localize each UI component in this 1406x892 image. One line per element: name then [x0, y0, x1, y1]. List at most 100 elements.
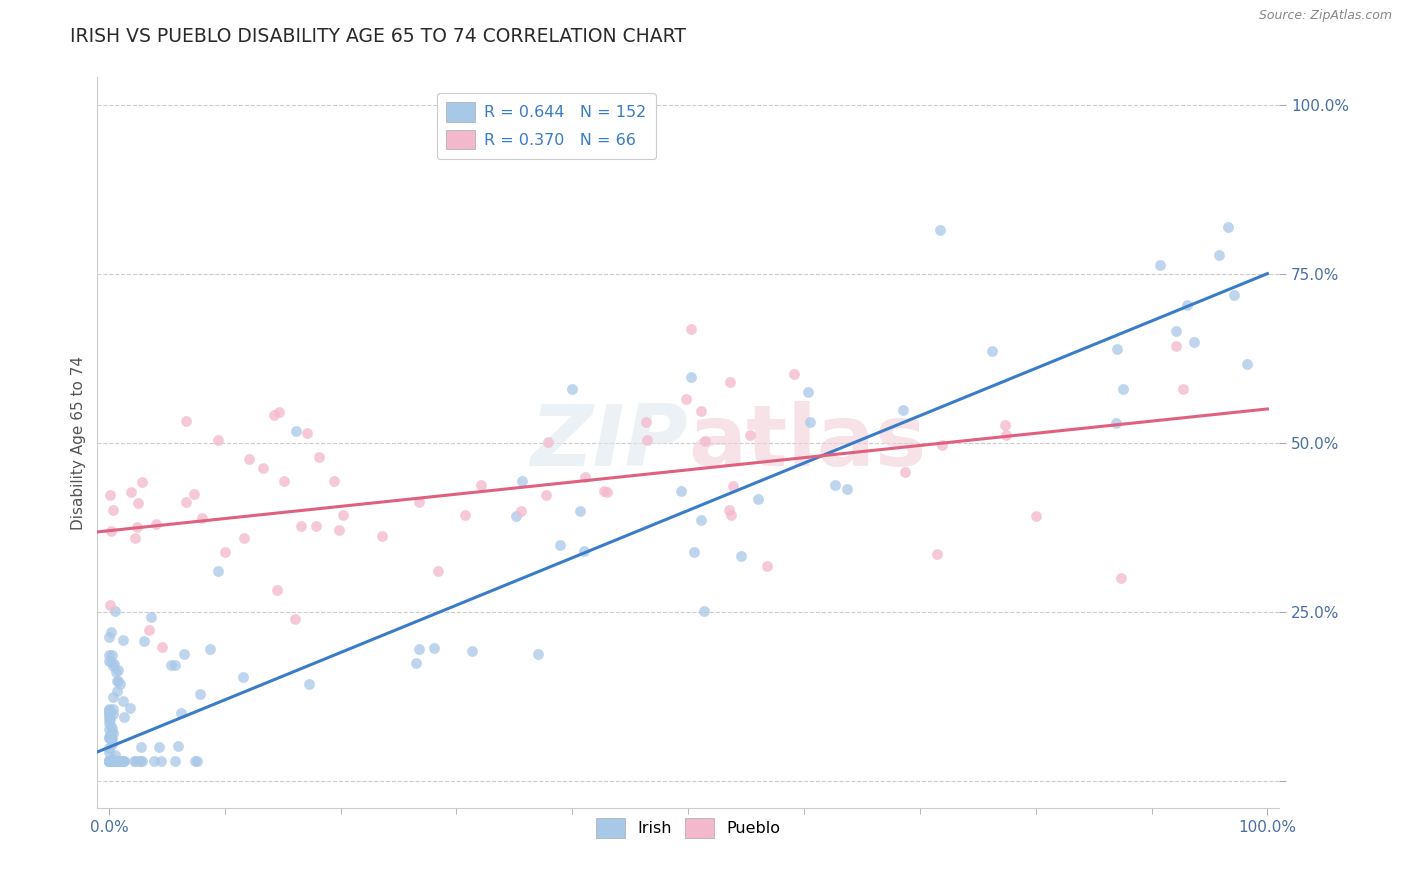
Point [98, 754, 121, 768]
Point [548, 538, 571, 552]
Point [534, 488, 557, 502]
Point [97, 702, 120, 716]
Point [103, 659, 125, 673]
Point [120, 701, 142, 715]
Point [100, 648, 122, 662]
Point [994, 418, 1017, 433]
Point [747, 491, 769, 506]
Point [97, 754, 120, 768]
Point [470, 478, 492, 492]
Point [107, 673, 129, 688]
Point [112, 754, 135, 768]
Point [98, 754, 121, 768]
Point [97, 754, 120, 768]
Point [1025, 508, 1047, 523]
Point [690, 404, 713, 418]
Point [101, 726, 124, 740]
Point [98, 754, 121, 768]
Point [101, 751, 124, 765]
Point [782, 367, 804, 381]
Point [100, 754, 122, 768]
Point [98, 754, 121, 768]
Point [738, 428, 761, 442]
Point [124, 531, 146, 545]
Point [527, 647, 550, 661]
Point [405, 657, 427, 671]
Point [98, 731, 121, 746]
Point [107, 754, 129, 768]
Point [238, 452, 260, 467]
Point [693, 434, 716, 448]
Point [160, 657, 183, 672]
Point [141, 609, 163, 624]
Point [173, 647, 195, 661]
Point [100, 754, 122, 768]
Point [103, 706, 125, 721]
Point [1109, 571, 1132, 585]
Point [174, 495, 197, 509]
Point [927, 547, 949, 561]
Point [111, 694, 134, 708]
Point [266, 582, 288, 597]
Point [97, 754, 120, 768]
Point [174, 414, 197, 428]
Point [98, 654, 121, 668]
Point [131, 754, 153, 768]
Point [101, 753, 124, 767]
Point [454, 508, 477, 522]
Point [101, 754, 124, 768]
Point [422, 640, 444, 655]
Point [97, 754, 120, 768]
Legend: Irish, Pueblo: Irish, Pueblo [589, 812, 787, 844]
Point [101, 754, 124, 768]
Point [755, 558, 778, 573]
Point [891, 402, 914, 417]
Point [799, 415, 821, 429]
Point [100, 625, 122, 640]
Point [693, 604, 716, 618]
Point [98, 745, 121, 759]
Point [596, 484, 619, 499]
Point [98, 731, 121, 745]
Point [671, 484, 693, 499]
Point [127, 496, 149, 510]
Point [97, 630, 120, 644]
Point [929, 222, 952, 236]
Point [269, 405, 291, 419]
Point [100, 731, 122, 746]
Point [104, 747, 127, 762]
Point [593, 483, 616, 498]
Point [111, 754, 134, 768]
Point [98, 754, 121, 768]
Point [100, 754, 122, 768]
Text: atlas: atlas [688, 401, 927, 484]
Point [100, 728, 122, 742]
Point [200, 642, 222, 657]
Point [101, 702, 124, 716]
Point [97, 722, 120, 736]
Point [98, 754, 121, 768]
Point [1222, 288, 1244, 302]
Point [718, 502, 741, 516]
Point [100, 731, 122, 745]
Point [328, 523, 350, 537]
Point [207, 564, 229, 578]
Point [98, 754, 121, 768]
Point [98, 754, 121, 768]
Text: IRISH VS PUEBLO DISABILITY AGE 65 TO 74 CORRELATION CHART: IRISH VS PUEBLO DISABILITY AGE 65 TO 74 … [70, 27, 686, 45]
Point [98, 754, 121, 768]
Point [105, 754, 128, 768]
Point [97, 754, 120, 768]
Point [681, 370, 703, 384]
Point [308, 450, 330, 465]
Point [408, 642, 430, 657]
Point [994, 427, 1017, 442]
Point [1112, 383, 1135, 397]
Point [574, 470, 596, 484]
Point [111, 633, 134, 648]
Point [103, 657, 125, 671]
Point [100, 732, 122, 747]
Point [679, 321, 702, 335]
Point [408, 495, 430, 509]
Point [134, 633, 156, 648]
